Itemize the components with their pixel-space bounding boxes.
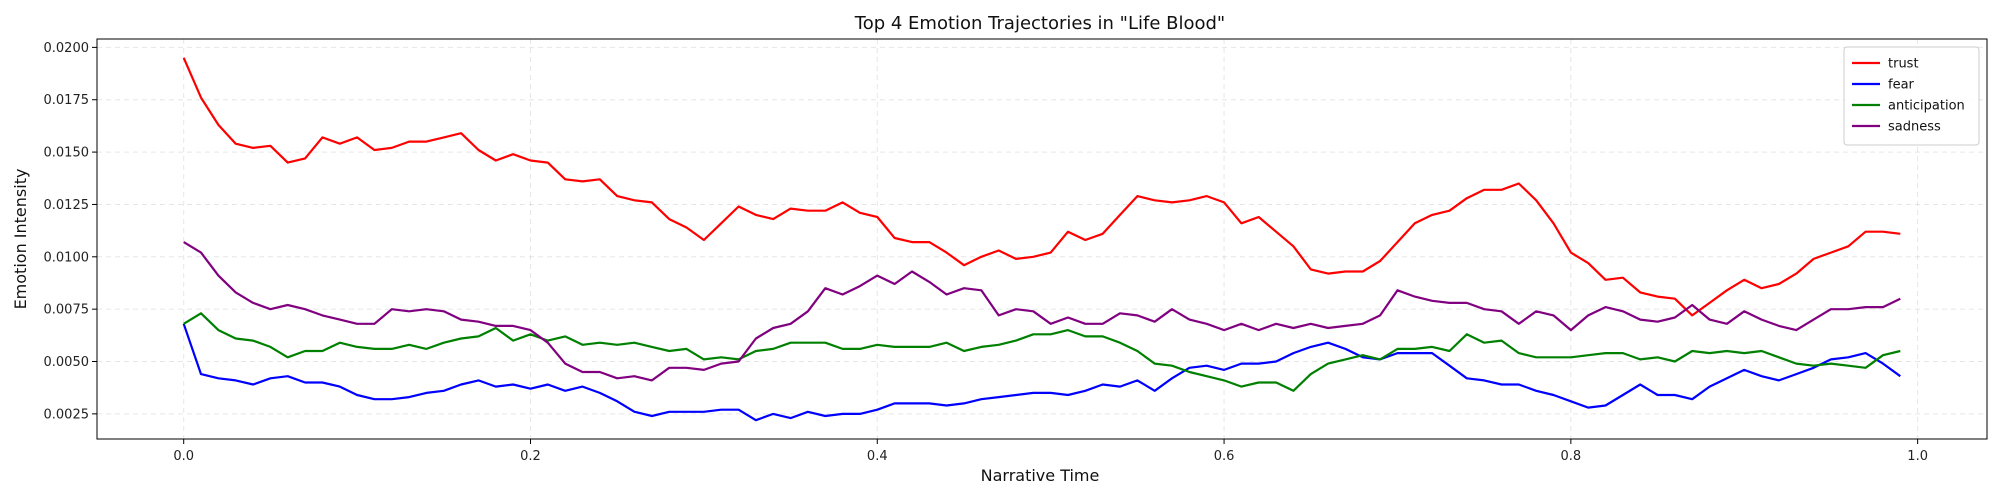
y-tick-label: 0.0200 [44,41,90,56]
x-tick-label: 0.6 [1214,449,1235,464]
y-tick-label: 0.0025 [44,407,90,422]
y-tick-label: 0.0125 [44,198,90,213]
x-tick-label: 0.0 [173,449,194,464]
y-axis-label: Emotion Intensity [11,169,30,310]
legend-label-sadness: sadness [1888,120,1941,135]
x-tick-label: 0.8 [1561,449,1582,464]
y-tick-label: 0.0075 [44,303,90,318]
plot-frame [96,38,1988,440]
series-line-anticipation [183,312,1901,392]
series-line-fear [182,323,1901,422]
series-line-sadness [183,241,1901,382]
legend-box [1843,46,1980,146]
legend: trust fear anticipation sadness [1843,46,1980,146]
series-line-trust [182,57,1901,317]
y-axis-ticks: 0.0025 0.0050 0.0075 0.0100 0.0125 0.0150 0.01… [44,41,97,422]
x-tick-label: 0.4 [867,449,888,464]
legend-label-trust: trust [1888,57,1919,72]
y-tick-label: 0.0150 [44,146,90,161]
chart-title: Top 4 Emotion Trajectories in "Life Bloo… [854,13,1225,34]
x-tick-label: 0.2 [520,449,541,464]
y-tick-label: 0.0050 [44,355,90,370]
grid-lines [97,39,1987,439]
y-tick-label: 0.0100 [44,250,90,265]
x-axis-label: Narrative Time [981,466,1100,485]
x-tick-label: 1.0 [1907,449,1928,464]
y-tick-label: 0.0175 [44,93,90,108]
legend-label-fear: fear [1888,78,1915,93]
legend-label-anticipation: anticipation [1888,99,1965,114]
series-lines [182,57,1901,422]
x-axis-ticks: 0.0 0.2 0.4 0.6 0.8 1.0 [173,439,1928,464]
